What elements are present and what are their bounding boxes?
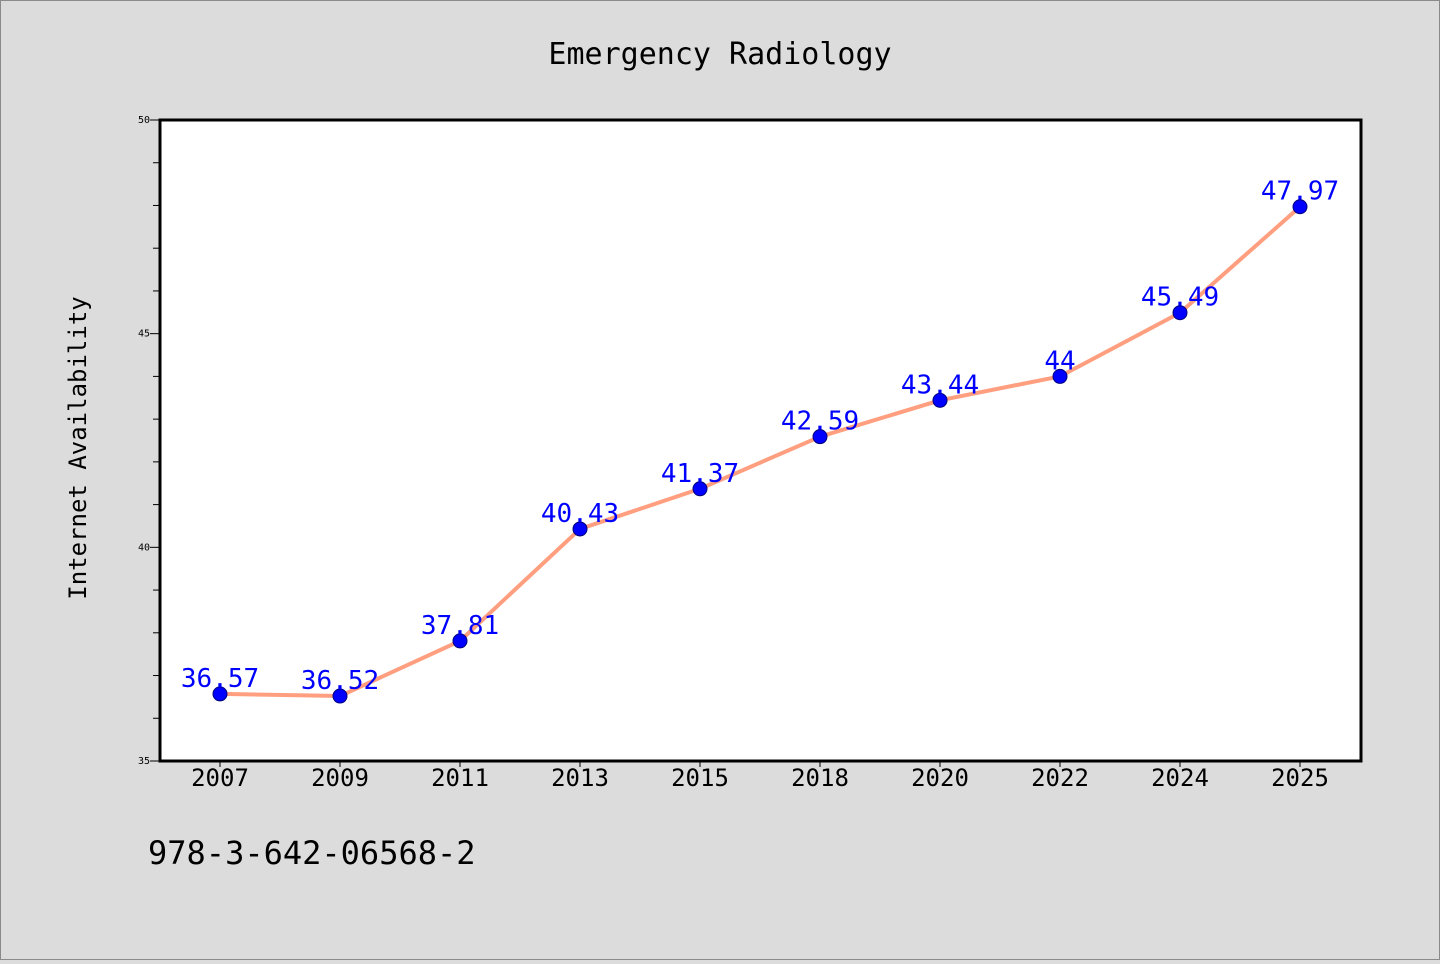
footer-code: 978-3-642-06568-2	[148, 834, 476, 872]
plot-area	[158, 118, 1363, 763]
y-axis: 35 40 45 50	[138, 115, 160, 767]
data-point	[332, 688, 348, 704]
x-tick-label: 2009	[311, 764, 369, 792]
data-point	[452, 633, 468, 649]
x-tick-label: 2025	[1271, 764, 1329, 792]
data-point	[692, 481, 708, 497]
y-tick-label: 45	[138, 329, 150, 340]
x-tick-label: 2011	[431, 764, 489, 792]
data-label: 43.44	[901, 370, 979, 400]
x-tick-label: 2018	[791, 764, 849, 792]
data-label: 36.57	[181, 664, 259, 694]
y-tick-label: 35	[138, 756, 150, 767]
data-point	[212, 686, 228, 702]
series-layer: 36.57 36.52 37.81 40.43 41.37 42.59 43.44 44 45.…	[181, 177, 1339, 704]
x-tick-label: 2013	[551, 764, 609, 792]
y-axis-label: Internet Availability	[64, 296, 92, 599]
data-label: 40.43	[541, 499, 619, 529]
y-tick-label: 50	[138, 115, 150, 126]
x-tick-label: 2020	[911, 764, 969, 792]
data-point	[1172, 305, 1188, 321]
y-tick-label: 40	[138, 542, 150, 553]
data-point	[572, 521, 588, 537]
data-point	[932, 392, 948, 408]
data-label: 42.59	[781, 407, 859, 437]
x-tick-label: 2022	[1031, 764, 1089, 792]
data-point	[812, 429, 828, 445]
data-label: 45.49	[1141, 283, 1219, 313]
data-label: 47.97	[1261, 177, 1339, 207]
data-label: 41.37	[661, 459, 739, 489]
chart-title: Emergency Radiology	[548, 37, 891, 72]
data-label: 36.52	[301, 666, 379, 696]
x-tick-label: 2007	[191, 764, 249, 792]
data-label: 44	[1044, 346, 1075, 376]
data-label: 37.81	[421, 611, 499, 641]
x-tick-label: 2015	[671, 764, 729, 792]
data-point	[1052, 368, 1068, 384]
x-tick-label: 2024	[1151, 764, 1209, 792]
series-line	[218, 204, 1302, 699]
data-point	[1292, 199, 1308, 215]
x-axis: 2007 2009 2011 2013 2015 2018 2020 2022 2024 2025	[191, 761, 1329, 792]
